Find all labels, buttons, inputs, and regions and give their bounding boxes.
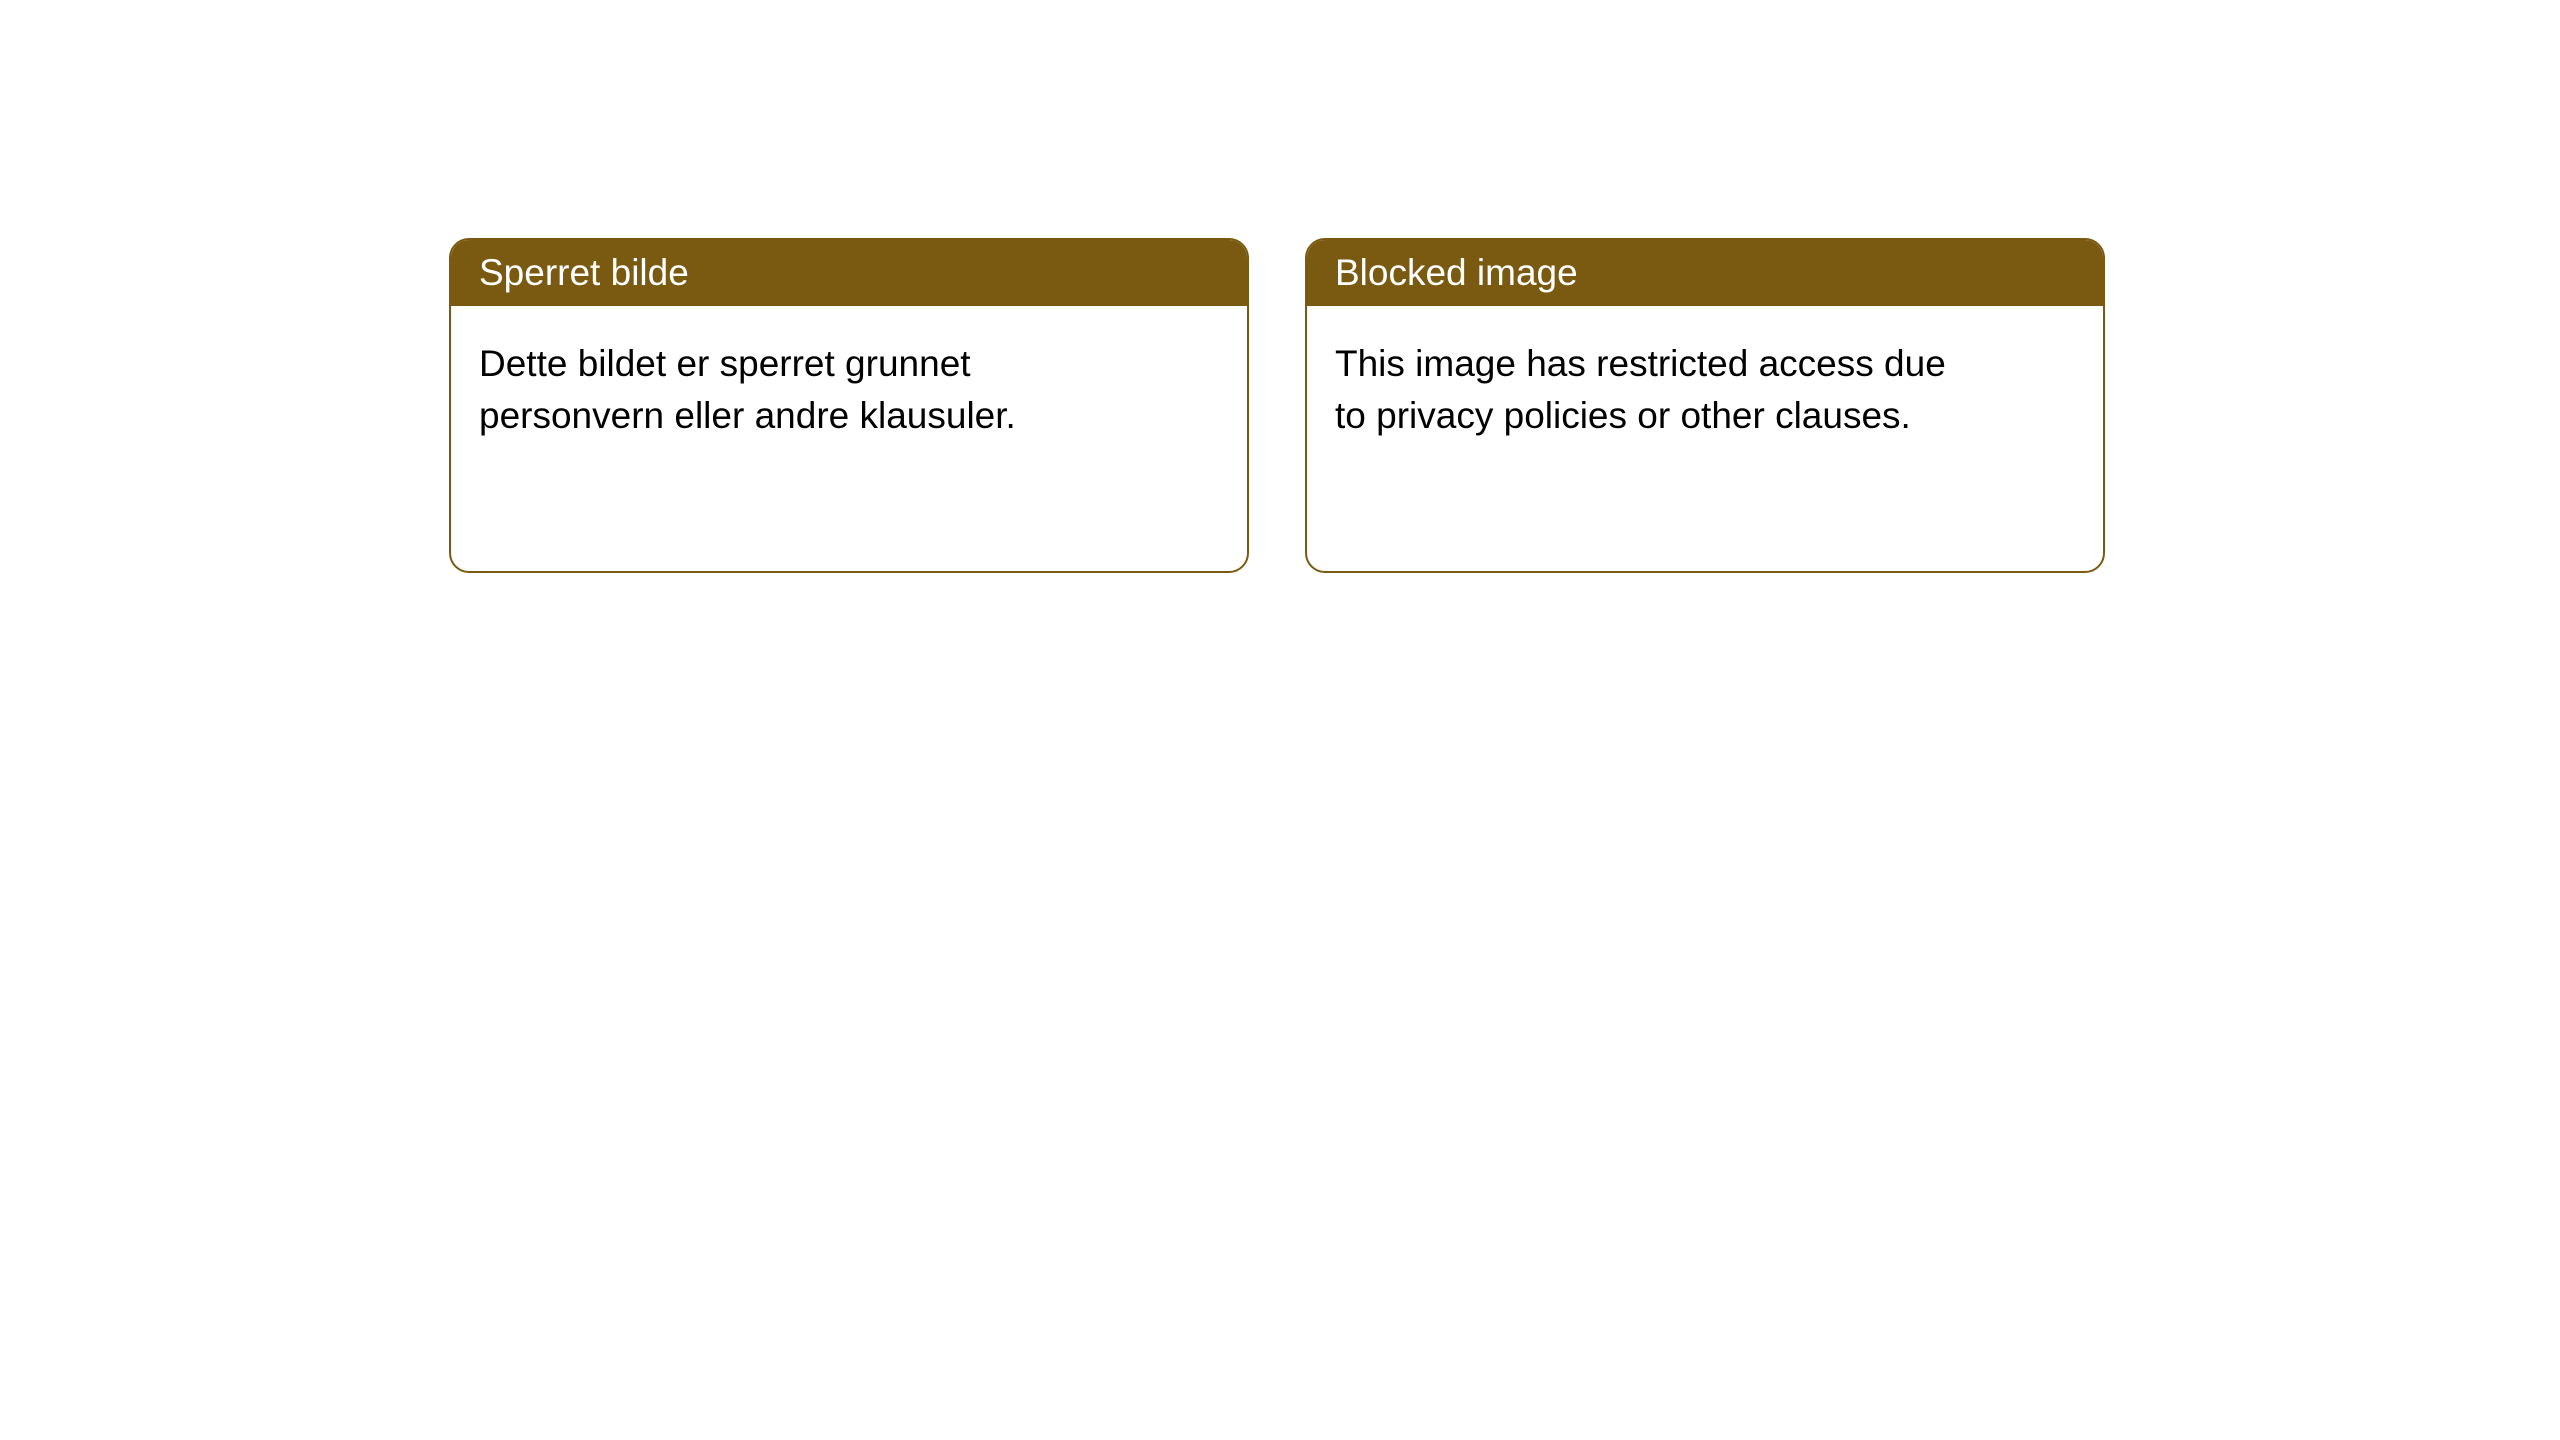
notice-title-english: Blocked image — [1335, 252, 1578, 293]
notice-card-norwegian: Sperret bilde Dette bildet er sperret gr… — [449, 238, 1249, 573]
notice-body-english: This image has restricted access due to … — [1307, 306, 2007, 474]
notice-card-english: Blocked image This image has restricted … — [1305, 238, 2105, 573]
notice-header-norwegian: Sperret bilde — [451, 240, 1247, 306]
notice-header-english: Blocked image — [1307, 240, 2103, 306]
notice-body-text-norwegian: Dette bildet er sperret grunnet personve… — [479, 343, 1016, 436]
notice-title-norwegian: Sperret bilde — [479, 252, 689, 293]
notice-container: Sperret bilde Dette bildet er sperret gr… — [449, 238, 2105, 573]
notice-body-norwegian: Dette bildet er sperret grunnet personve… — [451, 306, 1151, 474]
notice-body-text-english: This image has restricted access due to … — [1335, 343, 1946, 436]
